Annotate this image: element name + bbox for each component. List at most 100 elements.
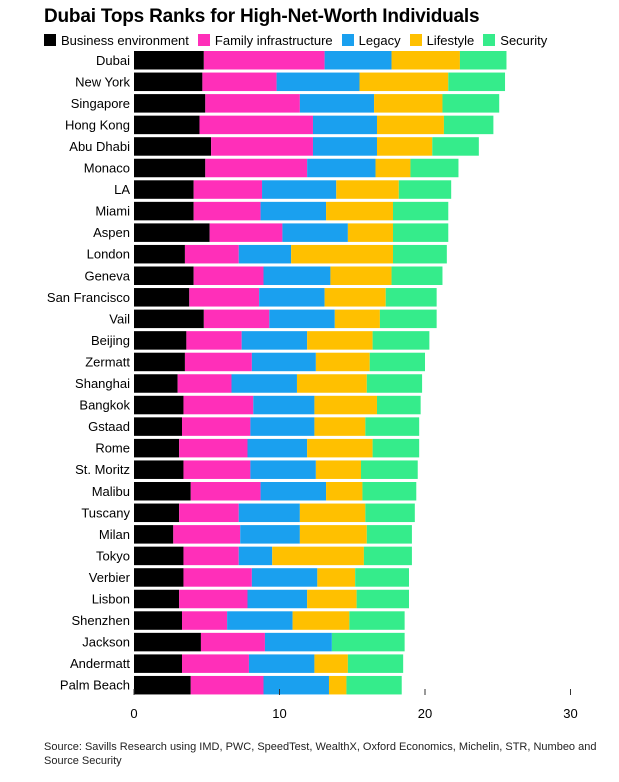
bar-zermatt-family-infrastructure — [184, 352, 252, 372]
bar-zermatt-business-environment — [134, 352, 185, 372]
bar-palm-beach-business-environment — [134, 675, 191, 695]
bar-shenzhen-business-environment — [134, 611, 183, 630]
bar-monaco-lifestyle — [375, 158, 411, 178]
bar-dubai-business-environment — [134, 51, 204, 70]
bar-abu-dhabi-security — [432, 137, 479, 156]
bar-jackson-family-infrastructure — [200, 632, 265, 652]
bar-malibu-legacy — [260, 482, 327, 501]
bar-monaco-business-environment — [134, 158, 206, 178]
category-label-abu-dhabi: Abu Dhabi — [69, 139, 130, 154]
chart-legend: Business environment Family infrastructu… — [44, 32, 556, 48]
bar-bangkok-security — [376, 395, 421, 415]
legend-label: Business environment — [61, 32, 189, 48]
bar-verbier-business-environment — [134, 568, 184, 587]
bar-zermatt-lifestyle — [315, 352, 370, 372]
category-label-monaco: Monaco — [84, 161, 130, 176]
bar-shanghai-family-infrastructure — [177, 374, 232, 393]
category-label-new-york: New York — [75, 74, 130, 89]
bar-abu-dhabi-lifestyle — [376, 137, 433, 156]
bar-vail-family-infrastructure — [203, 309, 270, 329]
legend-swatch — [44, 34, 56, 46]
bar-singapore-family-infrastructure — [205, 94, 300, 113]
bar-bangkok-legacy — [253, 395, 315, 415]
bar-san-francisco-lifestyle — [324, 288, 386, 307]
bar-rome-lifestyle — [307, 438, 373, 458]
bar-palm-beach-family-infrastructure — [190, 675, 264, 695]
bar-shenzhen-family-infrastructure — [182, 611, 228, 630]
bar-london-lifestyle — [291, 244, 393, 264]
category-label-san-francisco: San Francisco — [47, 290, 130, 305]
bar-la-security — [398, 180, 452, 199]
bar-vail-legacy — [269, 309, 335, 329]
bar-verbier-legacy — [251, 568, 318, 587]
bar-aspen-legacy — [282, 223, 348, 242]
bar-palm-beach-security — [346, 675, 402, 695]
bar-zermatt-legacy — [251, 352, 316, 372]
bar-vail-security — [379, 309, 437, 329]
bar-rome-business-environment — [134, 438, 180, 458]
bar-new-york-security — [448, 72, 506, 92]
bar-beijing-business-environment — [134, 331, 187, 350]
bar-andermatt-family-infrastructure — [182, 654, 249, 673]
bar-gstaad-lifestyle — [314, 417, 366, 436]
legend-label: Family infrastructure — [214, 32, 333, 48]
bar-san-francisco-family-infrastructure — [189, 288, 260, 307]
bar-geneva-business-environment — [134, 266, 194, 285]
bar-milan-lifestyle — [299, 525, 367, 544]
bar-beijing-family-infrastructure — [186, 331, 242, 350]
bar-lisbon-security — [356, 589, 409, 609]
bar-andermatt-business-environment — [134, 654, 183, 673]
bar-verbier-security — [355, 568, 409, 587]
bar-monaco-legacy — [307, 158, 376, 178]
bar-shenzhen-security — [349, 611, 405, 630]
category-label-miami: Miami — [95, 204, 130, 219]
bar-andermatt-legacy — [248, 654, 315, 673]
bar-tuscany-family-infrastructure — [179, 503, 239, 523]
legend-swatch — [483, 34, 496, 46]
category-label-bangkok: Bangkok — [79, 398, 130, 413]
bar-aspen-family-infrastructure — [209, 223, 283, 242]
legend-item-security: Security — [483, 33, 547, 48]
legend-swatch — [341, 34, 354, 46]
bar-aspen-security — [392, 223, 449, 242]
legend-item-legacy: Legacy — [341, 32, 401, 48]
bar-palm-beach-lifestyle — [328, 675, 347, 695]
bar-malibu-business-environment — [134, 482, 191, 501]
bar-beijing-legacy — [241, 331, 308, 350]
bar-tuscany-business-environment — [134, 503, 180, 523]
category-label-andermatt: Andermatt — [70, 656, 130, 671]
bar-bangkok-family-infrastructure — [183, 395, 254, 415]
bar-monaco-security — [410, 158, 459, 178]
bar-miami-lifestyle — [326, 201, 393, 221]
bar-geneva-family-infrastructure — [193, 266, 264, 285]
bar-abu-dhabi-business-environment — [134, 137, 212, 156]
bar-jackson-business-environment — [134, 632, 201, 652]
bar-la-lifestyle — [336, 180, 399, 199]
bar-verbier-family-infrastructure — [183, 568, 252, 587]
bar-shanghai-business-environment — [134, 374, 178, 393]
bar-vail-business-environment — [134, 309, 204, 329]
bar-abu-dhabi-legacy — [312, 137, 377, 156]
bar-rome-family-infrastructure — [179, 438, 248, 458]
category-label-st-moritz: St. Moritz — [75, 462, 130, 477]
legend-label: Legacy — [358, 32, 401, 48]
legend-swatch — [409, 34, 422, 46]
bar-hong-kong-family-infrastructure — [199, 115, 313, 135]
bar-tuscany-legacy — [238, 503, 300, 523]
bar-gstaad-legacy — [250, 417, 315, 436]
category-label-tuscany: Tuscany — [81, 505, 130, 520]
bar-singapore-security — [442, 94, 500, 113]
bar-shenzhen-legacy — [227, 611, 293, 630]
bar-singapore-lifestyle — [374, 94, 443, 113]
bar-aspen-lifestyle — [347, 223, 393, 242]
bar-dubai-legacy — [324, 51, 392, 70]
bar-singapore-legacy — [299, 94, 375, 113]
bar-hong-kong-business-environment — [134, 115, 200, 135]
bar-miami-family-infrastructure — [193, 201, 261, 221]
bar-rome-legacy — [247, 438, 308, 458]
category-label-malibu: Malibu — [92, 484, 130, 499]
bar-tokyo-family-infrastructure — [183, 546, 239, 566]
bar-san-francisco-legacy — [259, 288, 325, 307]
bar-jackson-security — [331, 632, 405, 652]
bar-new-york-business-environment — [134, 72, 203, 92]
